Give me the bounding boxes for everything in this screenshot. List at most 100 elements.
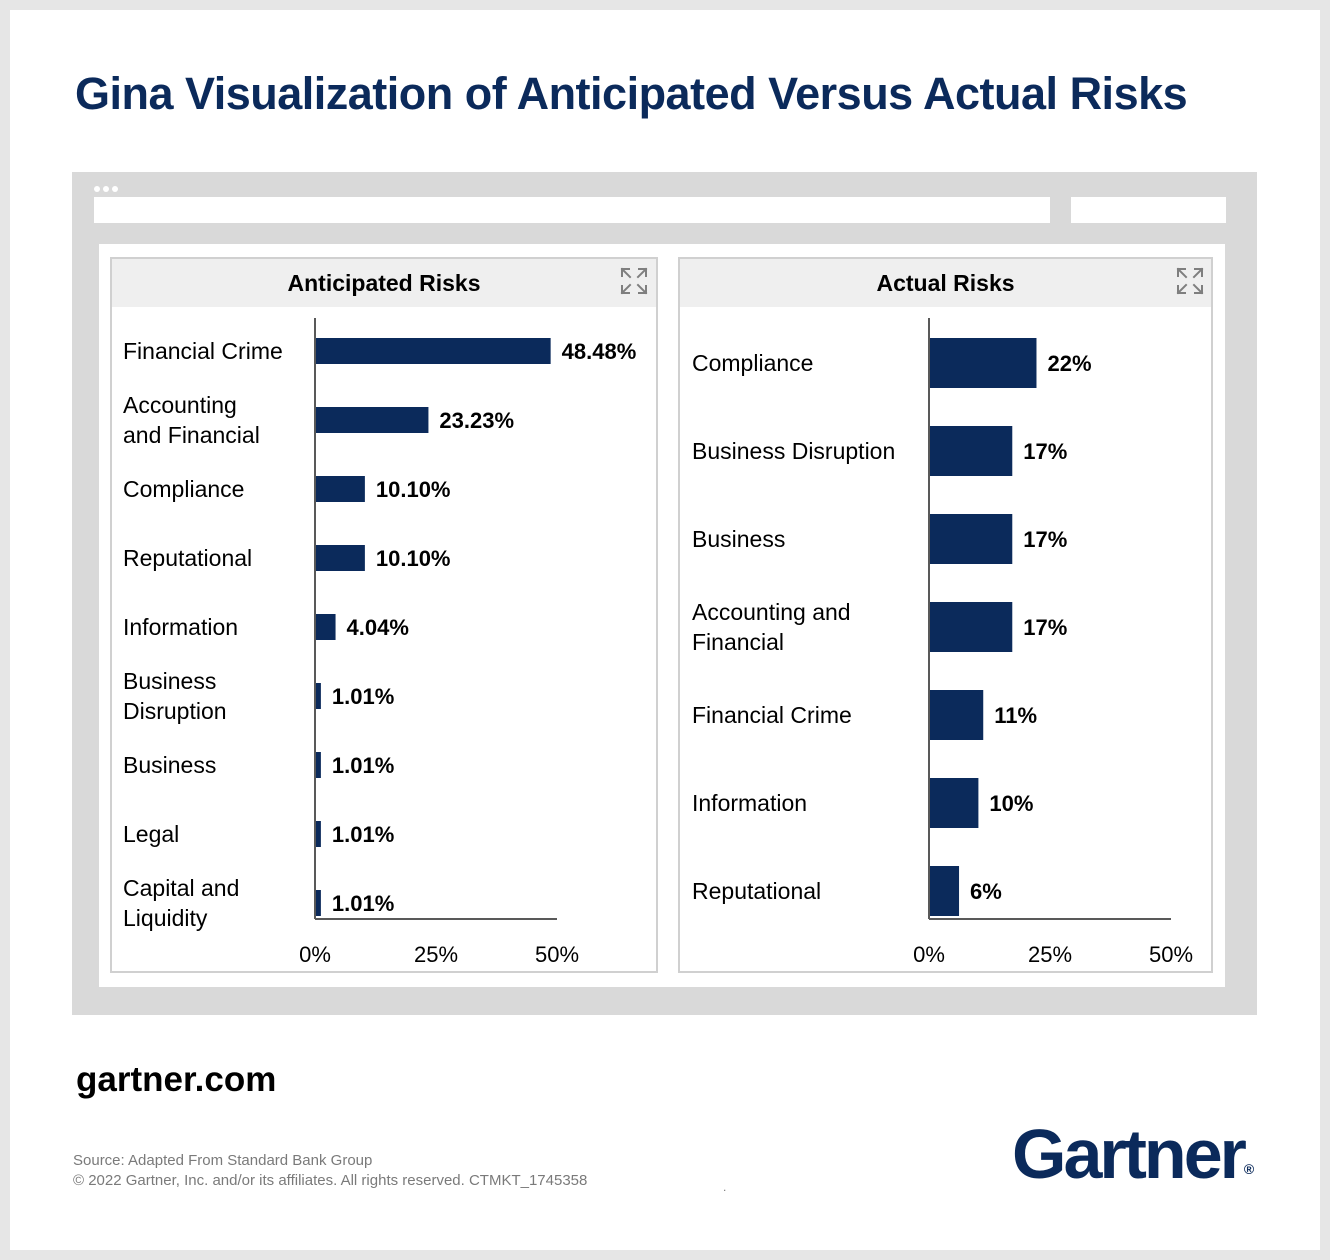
category-label: Business Disruption [692, 438, 895, 464]
category-label: Reputational [123, 545, 252, 571]
bar [316, 614, 336, 640]
expand-icon[interactable] [620, 267, 648, 295]
data-label: 17% [1023, 439, 1067, 464]
category-label: Compliance [692, 350, 813, 376]
data-label: 10% [989, 791, 1033, 816]
category-label-line: Financial Crime [692, 702, 852, 728]
window-dot [94, 186, 100, 192]
bar [316, 683, 321, 709]
search-bar[interactable] [1071, 197, 1226, 223]
category-label: Accounting and Financial [692, 599, 851, 655]
logo-text: Gartner [1012, 1115, 1247, 1193]
category-label: Business [123, 752, 216, 778]
website-link[interactable]: gartner.com [76, 1060, 277, 1099]
category-label: Capital and Liquidity [123, 875, 239, 931]
infographic-card: Gina Visualization of Anticipated Versus… [10, 10, 1320, 1250]
anticipated-risks-chart: 48.48% Financial Crime 23.23% Accounting and… [123, 318, 637, 967]
category-label-line: Accounting [123, 392, 237, 418]
data-label: 10.10% [376, 546, 451, 571]
category-label-line: Disruption [123, 698, 227, 724]
category-label: Information [692, 790, 807, 816]
category-label-line: and Financial [123, 422, 260, 448]
data-label: 1.01% [332, 891, 394, 916]
data-label: 10.10% [376, 477, 451, 502]
actual-risks-panel: Actual Risks 22% Compliance 17% Business Di… [678, 257, 1213, 973]
category-label-line: Compliance [123, 476, 244, 502]
category-label-line: Financial [692, 629, 784, 655]
data-label: 22% [1047, 351, 1091, 376]
category-label-line: Information [123, 614, 238, 640]
bar [316, 890, 321, 916]
category-label-line: Business Disruption [692, 438, 895, 464]
panel-header: Anticipated Risks [112, 259, 656, 307]
bar [316, 476, 365, 502]
category-label: Financial Crime [692, 702, 852, 728]
category-label-line: Capital and [123, 875, 239, 901]
bar [930, 778, 979, 828]
category-label-line: Business [692, 526, 785, 552]
category-label: Business Disruption [123, 668, 227, 724]
anticipated-risks-panel: Anticipated Risks 48.48% Financial Crime 2… [110, 257, 658, 973]
bar [316, 407, 429, 433]
bar [930, 866, 960, 916]
category-label: Reputational [692, 878, 821, 904]
category-label: Legal [123, 821, 179, 847]
panel-title: Actual Risks [876, 270, 1015, 296]
panel-header: Actual Risks [680, 259, 1211, 307]
tick-label: 0% [299, 942, 331, 967]
tick-label: 25% [1028, 942, 1072, 967]
tick-label: 0% [913, 942, 945, 967]
tick-label: 50% [1149, 942, 1193, 967]
address-bar[interactable] [94, 197, 1050, 223]
bar [930, 514, 1013, 564]
registered-mark: ® [1243, 1161, 1255, 1177]
actual-risks-chart: 22% Compliance 17% Business Disruption 17% Bu… [692, 318, 1193, 967]
gartner-logo: Gartner® [1012, 1119, 1254, 1189]
bar [316, 752, 321, 778]
data-label: 48.48% [562, 339, 637, 364]
category-label-line: Accounting and [692, 599, 851, 625]
page-title: Gina Visualization of Anticipated Versus… [75, 68, 1188, 119]
browser-window: Anticipated Risks 48.48% Financial Crime 2… [72, 172, 1257, 1015]
category-label-line: Business [123, 752, 216, 778]
category-label-line: Business [123, 668, 216, 694]
category-label: Accounting and Financial [123, 392, 260, 448]
bar [316, 338, 551, 364]
bar [316, 821, 321, 847]
category-label: Compliance [123, 476, 244, 502]
category-label: Information [123, 614, 238, 640]
tick-label: 25% [414, 942, 458, 967]
copyright-text: © 2022 Gartner, Inc. and/or its affiliat… [73, 1172, 588, 1189]
bar [930, 602, 1013, 652]
bar [930, 426, 1013, 476]
source-text: Source: Adapted From Standard Bank Group [73, 1152, 373, 1169]
data-label: 1.01% [332, 822, 394, 847]
panel-title: Anticipated Risks [287, 270, 481, 296]
bar [930, 338, 1037, 388]
category-label-line: Liquidity [123, 905, 208, 931]
dashboard-content: Anticipated Risks 48.48% Financial Crime 2… [99, 244, 1225, 987]
category-label-line: Reputational [692, 878, 821, 904]
bar [316, 545, 365, 571]
ellipsis-icon[interactable] [94, 179, 121, 197]
data-label: 23.23% [439, 408, 514, 433]
tick-label: 50% [535, 942, 579, 967]
data-label: 1.01% [332, 684, 394, 709]
data-label: 1.01% [332, 753, 394, 778]
expand-icon[interactable] [1176, 267, 1204, 295]
data-label: 11% [994, 703, 1037, 728]
category-label-line: Reputational [123, 545, 252, 571]
footer-mark: . [723, 1180, 727, 1194]
window-dot [103, 186, 109, 192]
category-label-line: Information [692, 790, 807, 816]
source-note: Source: Adapted From Standard Bank Group… [73, 1151, 587, 1191]
bar [930, 690, 984, 740]
data-label: 17% [1023, 615, 1067, 640]
category-label: Financial Crime [123, 338, 283, 364]
data-label: 6% [970, 879, 1002, 904]
data-label: 17% [1023, 527, 1067, 552]
category-label-line: Financial Crime [123, 338, 283, 364]
category-label-line: Compliance [692, 350, 813, 376]
category-label: Business [692, 526, 785, 552]
data-label: 4.04% [347, 615, 409, 640]
